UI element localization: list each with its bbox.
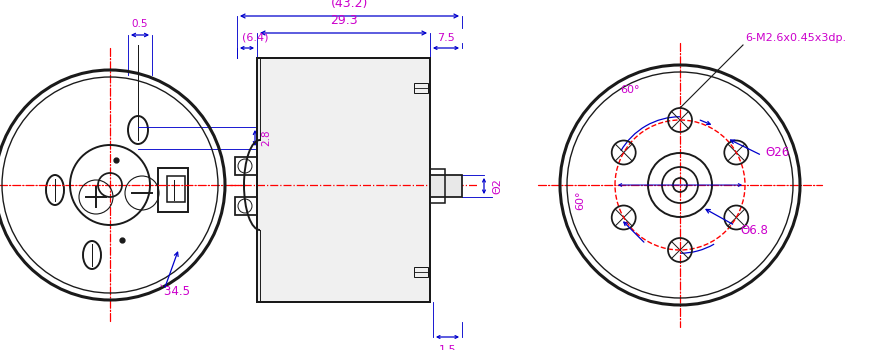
Text: Θ6.8: Θ6.8 <box>740 224 768 237</box>
Text: 7.5: 7.5 <box>437 33 455 43</box>
Text: 0.5: 0.5 <box>132 19 148 29</box>
Bar <box>414 83 428 93</box>
Text: 29.3: 29.3 <box>330 14 357 27</box>
Text: (43.2): (43.2) <box>331 0 368 10</box>
Text: Θ2: Θ2 <box>492 178 502 194</box>
Text: 60°: 60° <box>620 85 640 95</box>
Bar <box>257 58 430 302</box>
Bar <box>158 168 188 212</box>
Bar <box>167 176 185 202</box>
Text: 60°: 60° <box>575 190 585 210</box>
Text: Θ26: Θ26 <box>765 146 789 159</box>
Bar <box>235 157 257 175</box>
Bar <box>430 175 462 197</box>
Text: (6.4): (6.4) <box>242 33 268 43</box>
Text: 1.5: 1.5 <box>439 345 457 350</box>
Bar <box>430 169 445 203</box>
Text: 6-M2.6x0.45x3dp.: 6-M2.6x0.45x3dp. <box>745 33 847 43</box>
Bar <box>414 267 428 277</box>
Text: ̀34.5: ̀34.5 <box>165 285 191 298</box>
Text: 2.8: 2.8 <box>261 130 271 146</box>
Bar <box>257 58 430 302</box>
Bar <box>235 197 257 215</box>
